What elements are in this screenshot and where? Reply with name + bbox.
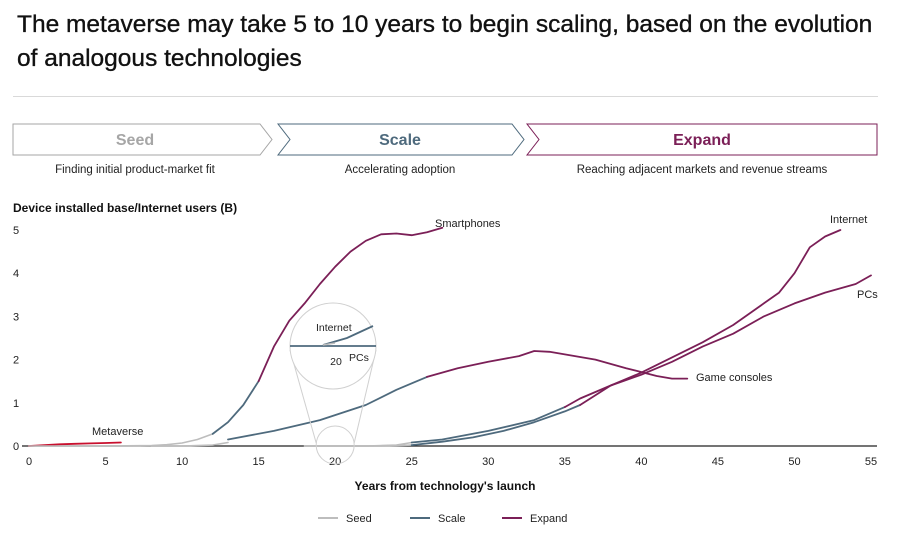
- series-pcs: [303, 274, 872, 447]
- x-tick-label: 10: [176, 456, 188, 468]
- series-line-smartphones-seed: [28, 433, 214, 447]
- title-divider: [13, 96, 878, 97]
- series-line-smartphones-expand: [257, 226, 444, 383]
- series-label-game-consoles: Game consoles: [696, 372, 773, 384]
- inset-connector-right: [353, 349, 377, 444]
- series-metaverse: [28, 441, 122, 447]
- phase-chevron-seed: [12, 123, 273, 156]
- phase-caption-scale: Accelerating adoption: [345, 164, 456, 176]
- series-label-pcs: PCs: [857, 289, 878, 301]
- phase-chevron-expand: [525, 123, 878, 156]
- x-tick-label: 0: [26, 456, 32, 468]
- x-tick-label: 50: [788, 456, 800, 468]
- series-line-game-consoles-seed: [150, 441, 229, 447]
- inset-focus-circle: [315, 425, 355, 465]
- series-line-game-consoles-expand: [426, 350, 689, 380]
- series-line-internet-scale: [410, 406, 566, 444]
- series-line-smartphones-scale: [211, 380, 260, 435]
- series-label-internet: Internet: [830, 214, 867, 226]
- x-tick-label: 45: [712, 456, 724, 468]
- series-label-smartphones: Smartphones: [435, 218, 501, 230]
- inset-label-internet: Internet: [316, 322, 352, 334]
- x-tick-label: 35: [559, 456, 571, 468]
- x-tick-label: 55: [865, 456, 877, 468]
- x-tick-label: 30: [482, 456, 494, 468]
- series-line-game-consoles-scale: [227, 376, 428, 441]
- series-label-metaverse: Metaverse: [92, 426, 143, 438]
- x-tick-label: 25: [406, 456, 418, 468]
- series-line-metaverse-metaverse: [28, 441, 122, 447]
- legend-label-expand: Expand: [530, 513, 567, 525]
- series-game-consoles: [150, 350, 689, 447]
- y-tick-label: 3: [13, 311, 19, 323]
- inset-tick-label: 20: [330, 356, 342, 368]
- x-tick-label: 15: [253, 456, 265, 468]
- phase-chevron-scale: [276, 123, 525, 156]
- inset-internet-seed-line: [322, 342, 336, 346]
- inset-label-pcs: PCs: [349, 352, 369, 364]
- series-line-pcs-scale: [410, 404, 581, 446]
- page-title: The metaverse may take 5 to 10 years to …: [17, 11, 873, 72]
- y-axis-label: Device installed base/Internet users (B): [13, 201, 237, 215]
- y-tick-label: 1: [13, 398, 19, 410]
- legend-label-scale: Scale: [438, 513, 466, 525]
- phase-title-scale: Scale: [379, 132, 421, 149]
- phase-caption-expand: Reaching adjacent markets and revenue st…: [577, 164, 828, 176]
- x-tick-label: 20: [329, 456, 341, 468]
- series-internet: [303, 229, 842, 447]
- y-tick-label: 4: [13, 268, 19, 280]
- x-tick-label: 40: [635, 456, 647, 468]
- phase-caption-seed: Finding initial product-market fit: [55, 164, 216, 176]
- series-smartphones: [28, 226, 444, 447]
- y-tick-label: 5: [13, 225, 19, 237]
- legend-label-seed: Seed: [346, 513, 372, 525]
- series-line-pcs-seed: [303, 444, 413, 447]
- phase-title-seed: Seed: [116, 132, 154, 149]
- x-tick-label: 5: [102, 456, 108, 468]
- series-line-pcs-expand: [579, 274, 872, 406]
- inset-internet-line: [322, 325, 374, 346]
- x-axis-label: Years from technology's launch: [355, 479, 536, 493]
- phase-title-expand: Expand: [673, 132, 731, 149]
- y-tick-label: 2: [13, 355, 19, 367]
- y-tick-label: 0: [13, 441, 19, 453]
